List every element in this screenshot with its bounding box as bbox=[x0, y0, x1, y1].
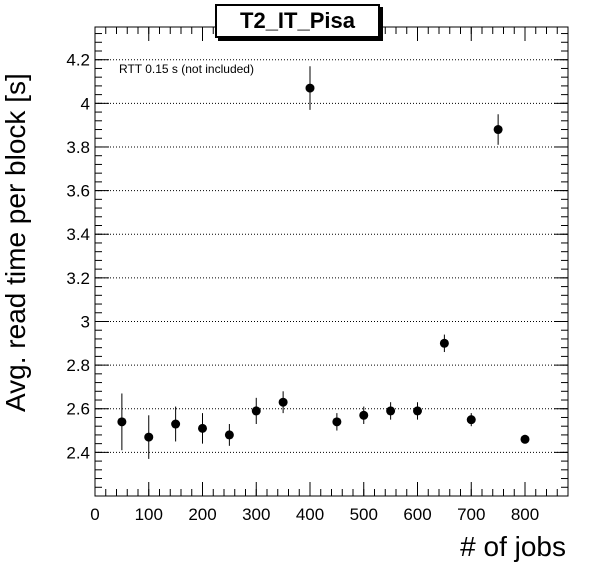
y-tick-label: 3.6 bbox=[66, 182, 90, 201]
annotation-text: RTT 0.15 s (not included) bbox=[119, 62, 254, 76]
x-tick-label: 400 bbox=[296, 505, 324, 524]
x-tick-label: 300 bbox=[242, 505, 270, 524]
data-points bbox=[117, 66, 530, 459]
data-point bbox=[439, 338, 449, 348]
data-point bbox=[332, 417, 342, 427]
x-tick-label: 0 bbox=[90, 505, 99, 524]
data-point bbox=[493, 125, 503, 135]
plot-frame bbox=[94, 26, 569, 497]
y-tick-label: 2.6 bbox=[66, 400, 90, 419]
data-point bbox=[144, 432, 154, 442]
y-axis-label: Avg. read time per block [s] bbox=[0, 73, 31, 412]
y-tick-label: 4.2 bbox=[66, 51, 90, 70]
data-point bbox=[305, 83, 315, 93]
data-point bbox=[198, 423, 207, 433]
x-tick-label: 500 bbox=[350, 505, 378, 524]
data-point bbox=[117, 417, 127, 427]
x-axis-label: # of jobs bbox=[460, 531, 566, 562]
chart-title: T2_IT_Pisa bbox=[215, 4, 380, 38]
x-tick-label: 800 bbox=[511, 505, 539, 524]
x-tick-label: 700 bbox=[457, 505, 485, 524]
data-point bbox=[466, 415, 476, 425]
y-tick-label: 4 bbox=[81, 94, 90, 113]
x-tick-label: 200 bbox=[188, 505, 216, 524]
y-tick-label: 2.8 bbox=[66, 356, 90, 375]
data-point bbox=[224, 430, 234, 440]
data-point bbox=[251, 406, 261, 416]
data-point bbox=[171, 419, 181, 429]
data-point bbox=[413, 406, 422, 416]
y-tick-label: 3.4 bbox=[66, 225, 90, 244]
data-point bbox=[359, 410, 369, 420]
x-tick-label: 600 bbox=[403, 505, 431, 524]
grid-lines bbox=[95, 59, 568, 453]
x-tick-label: 100 bbox=[135, 505, 163, 524]
y-tick-label: 3 bbox=[81, 312, 90, 331]
data-point bbox=[278, 397, 288, 407]
x-axis-ticks: 0 100 200 300 400 500 600 700 800 bbox=[90, 27, 569, 524]
y-axis-ticks: 2.4 2.6 2.8 3 3.2 3.4 3.6 3.8 4 4.2 bbox=[66, 33, 568, 497]
y-tick-label: 2.4 bbox=[66, 443, 90, 462]
data-point bbox=[386, 406, 396, 416]
y-tick-label: 3.2 bbox=[66, 269, 90, 288]
data-point bbox=[520, 434, 530, 444]
y-tick-label: 3.8 bbox=[66, 138, 90, 157]
